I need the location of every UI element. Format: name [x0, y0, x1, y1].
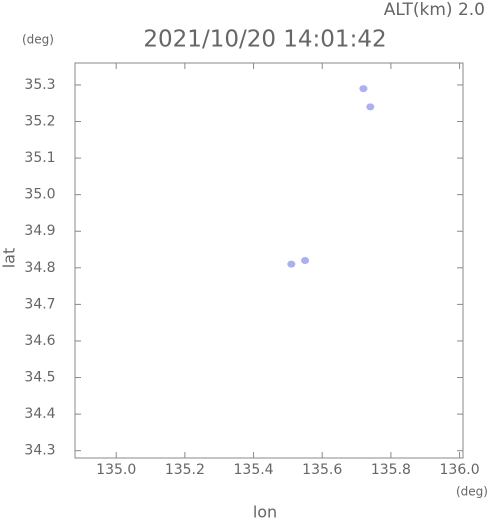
echo-point [366, 103, 375, 111]
x-axis-label: lon [253, 503, 277, 521]
x-tick-label: 136.0 [440, 462, 480, 478]
plot-frame [74, 62, 464, 459]
echo-point [287, 260, 296, 268]
x-tick-label: 135.4 [234, 462, 274, 478]
y-tick-label: 35.3 [24, 77, 55, 93]
chart-title: 2021/10/20 14:01:42 [143, 27, 386, 53]
y-tick-label: 34.5 [24, 370, 55, 386]
x-tick-label: 135.8 [371, 462, 411, 478]
y-tick-label: 34.4 [24, 406, 55, 422]
y-tick-label: 35.2 [24, 114, 55, 130]
y-tick-label: 34.3 [24, 443, 55, 459]
x-unit: (deg) [456, 485, 488, 499]
x-tick-label: 135.2 [165, 462, 205, 478]
y-axis-label: lat [0, 248, 19, 269]
altitude-label: ALT(km) 2.0 [384, 0, 485, 20]
x-tick-label: 135.6 [302, 462, 342, 478]
y-tick-label: 34.6 [24, 333, 55, 349]
echo-point [301, 257, 310, 264]
y-unit: (deg) [22, 33, 54, 47]
x-tick-label: 135.0 [96, 462, 136, 478]
y-tick-label: 34.8 [24, 260, 55, 276]
y-tick-label: 35.0 [24, 187, 55, 203]
y-tick-label: 34.9 [24, 223, 55, 239]
y-tick-label: 34.7 [24, 296, 55, 312]
y-tick-label: 35.1 [24, 150, 55, 166]
echo-point [359, 85, 368, 93]
